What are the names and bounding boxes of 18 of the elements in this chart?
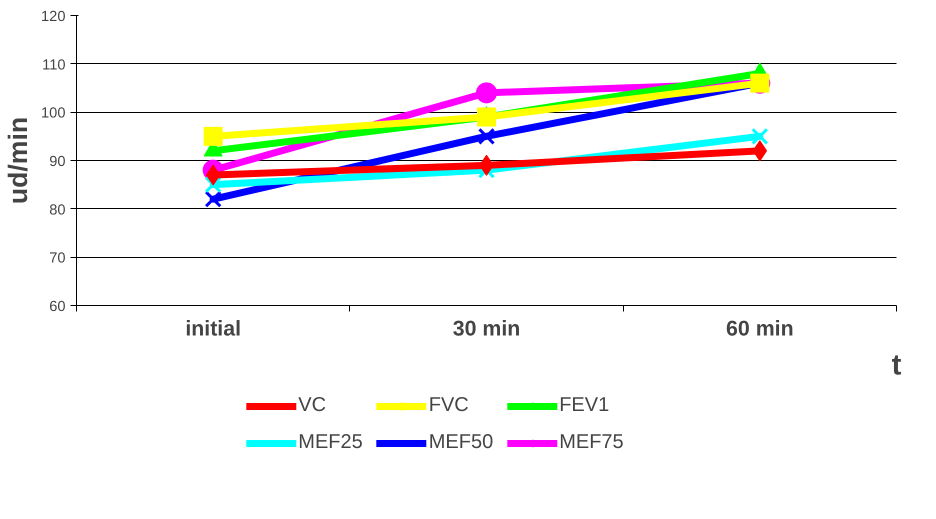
x-tick-label: 60 min [726, 316, 794, 340]
y-tick-label: 120 [41, 9, 66, 25]
x-tick-label: initial [185, 316, 242, 340]
legend-label: FVC [428, 394, 469, 417]
legend-label: MEF25 [298, 431, 363, 454]
y-tick-label: 80 [49, 202, 66, 218]
legend-label: MEF50 [428, 431, 494, 454]
y-tick-label: 100 [41, 106, 66, 122]
y-tick-label: 110 [42, 57, 66, 74]
y-axis-title: ud/min [3, 116, 34, 204]
y-tick-label: 70 [49, 250, 66, 267]
x-tick-label: 30 min [452, 316, 520, 340]
legend-label: MEF75 [559, 431, 624, 454]
y-tick-label: 90 [49, 154, 66, 170]
y-tick-label: 60 [49, 299, 66, 315]
legend-label: VC [298, 394, 326, 417]
legend-label: FEV1 [559, 394, 610, 417]
x-axis-title: t [892, 348, 902, 382]
